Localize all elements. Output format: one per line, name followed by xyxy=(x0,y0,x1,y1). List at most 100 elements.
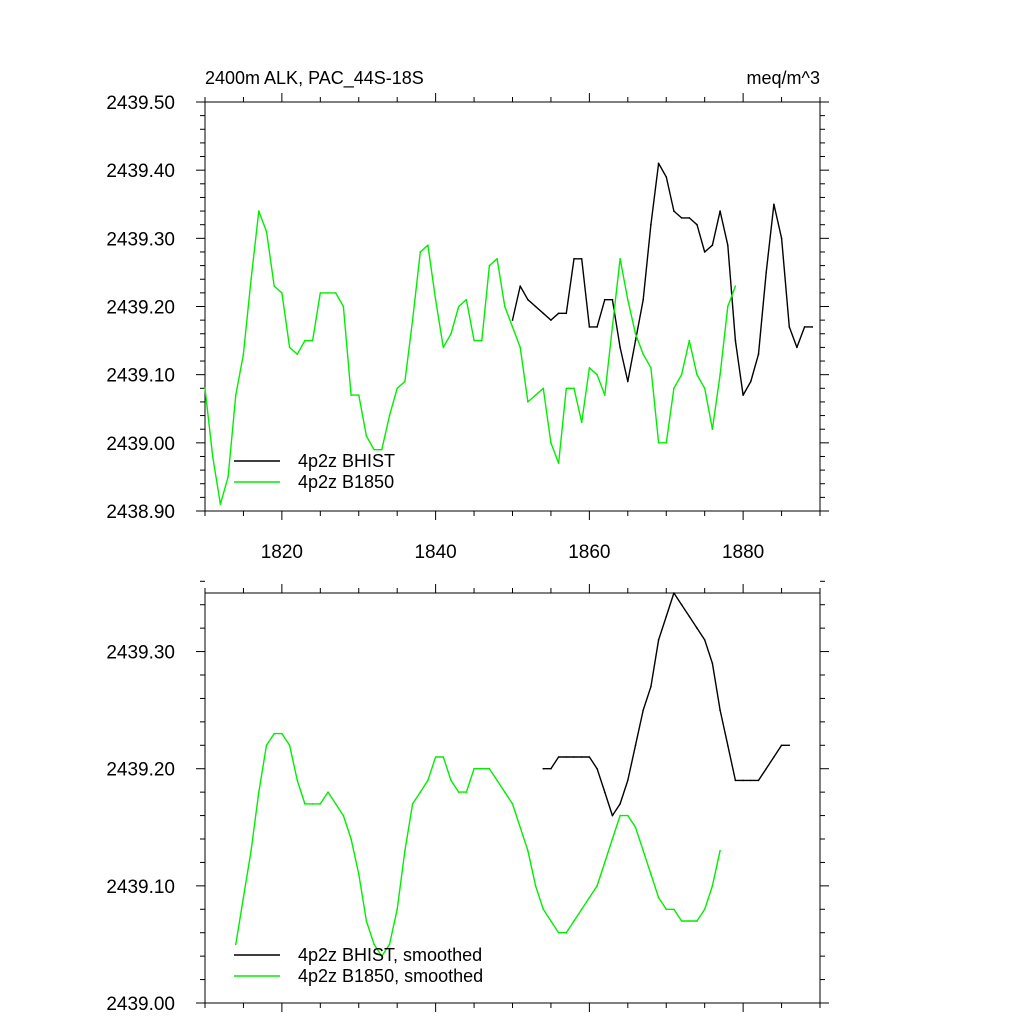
data-point xyxy=(334,803,337,805)
data-point xyxy=(665,908,668,911)
data-point xyxy=(680,920,683,922)
data-point xyxy=(319,803,322,805)
data-point xyxy=(534,305,537,308)
x-tick-label: 1860 xyxy=(568,542,610,563)
data-point xyxy=(726,305,729,308)
data-point xyxy=(788,744,791,747)
data-point xyxy=(634,332,637,335)
data-point xyxy=(588,367,591,369)
data-point xyxy=(534,885,537,887)
units-label: meq/m^3 xyxy=(747,68,820,88)
legend-label: 4p2z BHIST, smoothed xyxy=(298,945,482,965)
data-point xyxy=(742,394,744,396)
data-point xyxy=(719,849,721,852)
data-point xyxy=(373,448,375,451)
data-point xyxy=(342,814,345,817)
data-point xyxy=(480,767,483,770)
data-point xyxy=(726,244,729,246)
x-tick-label: 1880 xyxy=(722,542,764,563)
data-point xyxy=(273,285,275,287)
data-point xyxy=(565,756,568,758)
data-point xyxy=(227,476,229,478)
series-line-b1850 xyxy=(235,732,721,957)
data-point xyxy=(611,326,614,328)
data-point xyxy=(719,373,721,376)
data-point xyxy=(565,387,568,390)
data-point xyxy=(234,394,237,396)
data-point xyxy=(657,639,660,641)
data-point xyxy=(496,257,498,260)
data-point xyxy=(627,779,629,782)
data-point xyxy=(580,421,583,424)
data-point xyxy=(627,298,629,301)
data-point xyxy=(734,339,737,342)
data-point xyxy=(519,346,521,349)
data-point xyxy=(642,709,644,711)
data-point xyxy=(511,326,514,328)
y-tick-label: 2439.10 xyxy=(106,366,175,387)
top-panel: 1820 1840 1860 1880 2438.90 2439.00 2439.10 243… xyxy=(106,68,829,563)
data-point xyxy=(750,380,752,383)
data-point xyxy=(596,885,598,887)
data-point xyxy=(650,223,652,226)
x-tick-label: 1840 xyxy=(414,542,456,563)
data-point xyxy=(258,791,260,793)
data-point xyxy=(765,271,767,274)
data-point xyxy=(788,326,791,328)
y-tick-label: 2439.00 xyxy=(106,994,175,1015)
data-point xyxy=(757,779,760,782)
data-point xyxy=(596,373,598,376)
data-point xyxy=(365,920,368,922)
data-point xyxy=(265,744,268,747)
data-point xyxy=(542,312,545,315)
data-point xyxy=(281,732,283,735)
data-point xyxy=(711,885,714,887)
data-point xyxy=(557,931,560,934)
data-point xyxy=(480,339,483,342)
data-point xyxy=(219,503,222,505)
data-point xyxy=(734,779,737,782)
data-point xyxy=(365,435,368,437)
data-point xyxy=(603,861,606,864)
data-point xyxy=(673,210,675,212)
data-point xyxy=(281,292,283,294)
data-point xyxy=(619,814,621,817)
series-line-bhist xyxy=(543,592,790,817)
data-point xyxy=(665,176,668,178)
data-point xyxy=(373,943,375,946)
data-point xyxy=(304,803,306,805)
data-point xyxy=(696,627,698,629)
data-point xyxy=(588,896,591,899)
data-point xyxy=(627,814,629,817)
y-tick-label: 2439.20 xyxy=(106,760,175,781)
data-point xyxy=(457,305,460,308)
data-point xyxy=(242,896,245,899)
data-point xyxy=(634,826,637,829)
data-point xyxy=(442,756,445,758)
data-point xyxy=(719,210,721,212)
data-point xyxy=(357,394,360,396)
y-tick-label: 2439.30 xyxy=(106,643,175,664)
data-point xyxy=(673,592,675,594)
data-point xyxy=(350,838,352,840)
data-point xyxy=(557,462,560,465)
data-point xyxy=(803,326,806,328)
data-point xyxy=(603,298,606,301)
data-point xyxy=(642,353,644,356)
data-point xyxy=(550,767,552,770)
data-point xyxy=(319,292,322,294)
data-point xyxy=(711,428,714,431)
data-point xyxy=(734,285,737,287)
data-point xyxy=(381,955,383,957)
data-point xyxy=(580,908,583,911)
data-point xyxy=(411,803,414,805)
data-point xyxy=(550,920,552,922)
data-point xyxy=(780,237,783,240)
data-point xyxy=(750,779,752,782)
data-point xyxy=(388,414,391,417)
data-point xyxy=(611,814,614,817)
data-point xyxy=(557,756,560,758)
data-point xyxy=(288,744,291,747)
data-point xyxy=(634,744,637,747)
